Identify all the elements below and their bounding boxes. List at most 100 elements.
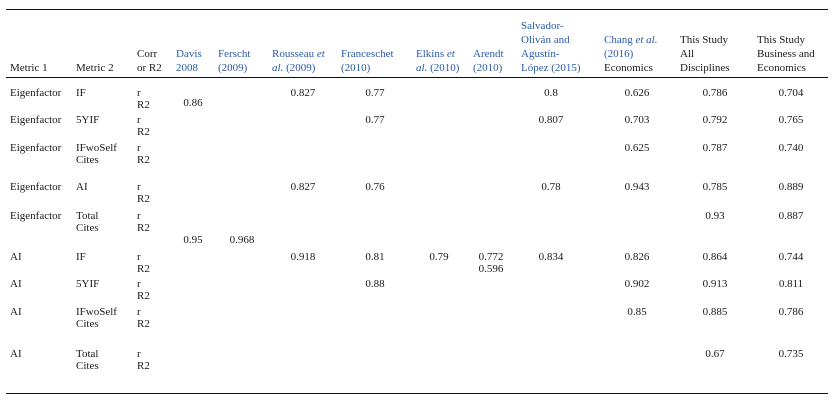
- header-study-all-l2: All: [680, 48, 695, 60]
- value-cell-all: 0.787: [702, 142, 728, 154]
- value-cell-franceschet: 0.76: [365, 181, 385, 193]
- corr-r-label: r: [137, 114, 141, 126]
- value-cell-chang: 0.703: [624, 114, 650, 126]
- header-study-all-l3: Disciplines: [680, 62, 730, 74]
- header-rousseau-link[interactable]: Rousseau et: [272, 48, 325, 60]
- table-top-rule: [6, 9, 828, 11]
- metric1-cell: AI: [10, 348, 22, 360]
- header-salvador-l4[interactable]: López (2015): [521, 62, 581, 74]
- value-cell-elkins: 0.79: [429, 251, 449, 263]
- metric2-cell: Total: [76, 210, 99, 222]
- value-cell-chang: 0.625: [624, 142, 650, 154]
- value-cell-franceschet: 0.88: [365, 278, 385, 290]
- metric2-cell: Cites: [76, 222, 99, 234]
- value-cell-be: 0.744: [778, 251, 804, 263]
- header-davis-year[interactable]: 2008: [176, 62, 198, 74]
- value-cell-salvador: 0.78: [541, 181, 561, 193]
- corr-r-label: r: [137, 87, 141, 99]
- value-cell-chang: 0.85: [627, 306, 647, 318]
- header-chang-link[interactable]: Chang et al.: [604, 34, 658, 46]
- value-cell-davis: 0.95: [183, 234, 203, 246]
- header-rousseau-year[interactable]: al. (2009): [272, 62, 316, 74]
- table-bottom-rule: [6, 393, 828, 395]
- value-cell-rousseau: 0.827: [290, 87, 316, 99]
- header-elkins-year[interactable]: al. (2010): [416, 62, 460, 74]
- metric2-cell: Total: [76, 348, 99, 360]
- corr-r2-label: R2: [137, 290, 150, 302]
- corr-r-label: r: [137, 348, 141, 360]
- corr-r-label: r: [137, 278, 141, 290]
- value-cell-be: 0.735: [778, 348, 804, 360]
- corr-r-label: r: [137, 306, 141, 318]
- header-arendt-link[interactable]: Arendt: [473, 48, 504, 60]
- header-corr-line1: Corr: [137, 48, 158, 60]
- header-salvador-l1[interactable]: Salvador-: [521, 20, 564, 32]
- corr-r-label: r: [137, 181, 141, 193]
- metric1-cell: Eigenfactor: [10, 114, 62, 126]
- value-cell-be: 0.887: [778, 210, 804, 222]
- value-cell-all: 0.786: [702, 87, 728, 99]
- header-davis-link[interactable]: Davis: [176, 48, 202, 60]
- value-cell-fersht: 0.968: [229, 234, 255, 246]
- corr-r2-label: R2: [137, 318, 150, 330]
- header-corr-line2: or R2: [137, 62, 162, 74]
- header-salvador-l2[interactable]: Oliván and: [521, 34, 570, 46]
- header-study-be-l2: Business and: [757, 48, 815, 60]
- corr-r2-label: R2: [137, 154, 150, 166]
- metric2-cell: 5YIF: [76, 114, 100, 126]
- value-cell-arendt-r2: 0.596: [478, 263, 504, 275]
- header-chang-year[interactable]: (2016): [604, 48, 634, 60]
- metric2-cell: Cites: [76, 154, 99, 166]
- value-cell-all: 0.785: [702, 181, 728, 193]
- header-elkins-link[interactable]: Elkins et: [416, 48, 455, 60]
- header-salvador-l3[interactable]: Agustín-: [521, 48, 560, 60]
- value-cell-all: 0.792: [702, 114, 728, 126]
- corr-r2-label: R2: [137, 193, 150, 205]
- metric2-cell: IF: [76, 251, 86, 263]
- corr-r2-label: R2: [137, 99, 150, 111]
- header-study-be-l1: This Study: [757, 34, 805, 46]
- header-metric1: Metric 1: [10, 62, 48, 74]
- metric2-cell: IFwoSelf: [76, 306, 117, 318]
- value-cell-rousseau: 0.918: [290, 251, 316, 263]
- metric1-cell: Eigenfactor: [10, 87, 62, 99]
- value-cell-be: 0.786: [778, 306, 804, 318]
- value-cell-all: 0.93: [705, 210, 725, 222]
- value-cell-all: 0.913: [702, 278, 728, 290]
- metric1-cell: AI: [10, 278, 22, 290]
- value-cell-be: 0.889: [778, 181, 804, 193]
- value-cell-rousseau: 0.827: [290, 181, 316, 193]
- value-cell-be: 0.740: [778, 142, 804, 154]
- value-cell-chang: 0.826: [624, 251, 650, 263]
- value-cell-arendt: 0.772: [478, 251, 504, 263]
- metric2-cell: AI: [76, 181, 88, 193]
- header-fersht-year[interactable]: (2009): [218, 62, 248, 74]
- metric1-cell: AI: [10, 306, 22, 318]
- header-franceschet-year[interactable]: (2010): [341, 62, 371, 74]
- value-cell-be: 0.765: [778, 114, 804, 126]
- corr-r2-label: R2: [137, 360, 150, 372]
- value-cell-salvador: 0.8: [544, 87, 558, 99]
- corr-r2-label: R2: [137, 126, 150, 138]
- metric1-cell: Eigenfactor: [10, 142, 62, 154]
- value-cell-chang: 0.943: [624, 181, 650, 193]
- value-cell-franceschet: 0.77: [365, 114, 385, 126]
- metric1-cell: Eigenfactor: [10, 210, 62, 222]
- value-cell-all: 0.864: [702, 251, 728, 263]
- metric2-cell: IF: [76, 87, 86, 99]
- metric2-cell: Cites: [76, 318, 99, 330]
- metric2-cell: 5YIF: [76, 278, 100, 290]
- header-arendt-year[interactable]: (2010): [473, 62, 503, 74]
- metric1-cell: Eigenfactor: [10, 181, 62, 193]
- value-cell-all: 0.67: [705, 348, 725, 360]
- value-cell-salvador: 0.834: [538, 251, 564, 263]
- value-cell-davis: 0.86: [183, 97, 203, 109]
- corr-r-label: r: [137, 251, 141, 263]
- header-metric2: Metric 2: [76, 62, 114, 74]
- value-cell-franceschet: 0.77: [365, 87, 385, 99]
- corr-r2-label: R2: [137, 222, 150, 234]
- header-franceschet-link[interactable]: Franceschet: [341, 48, 394, 60]
- header-study-all-l1: This Study: [680, 34, 728, 46]
- header-fersht-link[interactable]: Ferscht: [218, 48, 251, 60]
- value-cell-chang: 0.626: [624, 87, 650, 99]
